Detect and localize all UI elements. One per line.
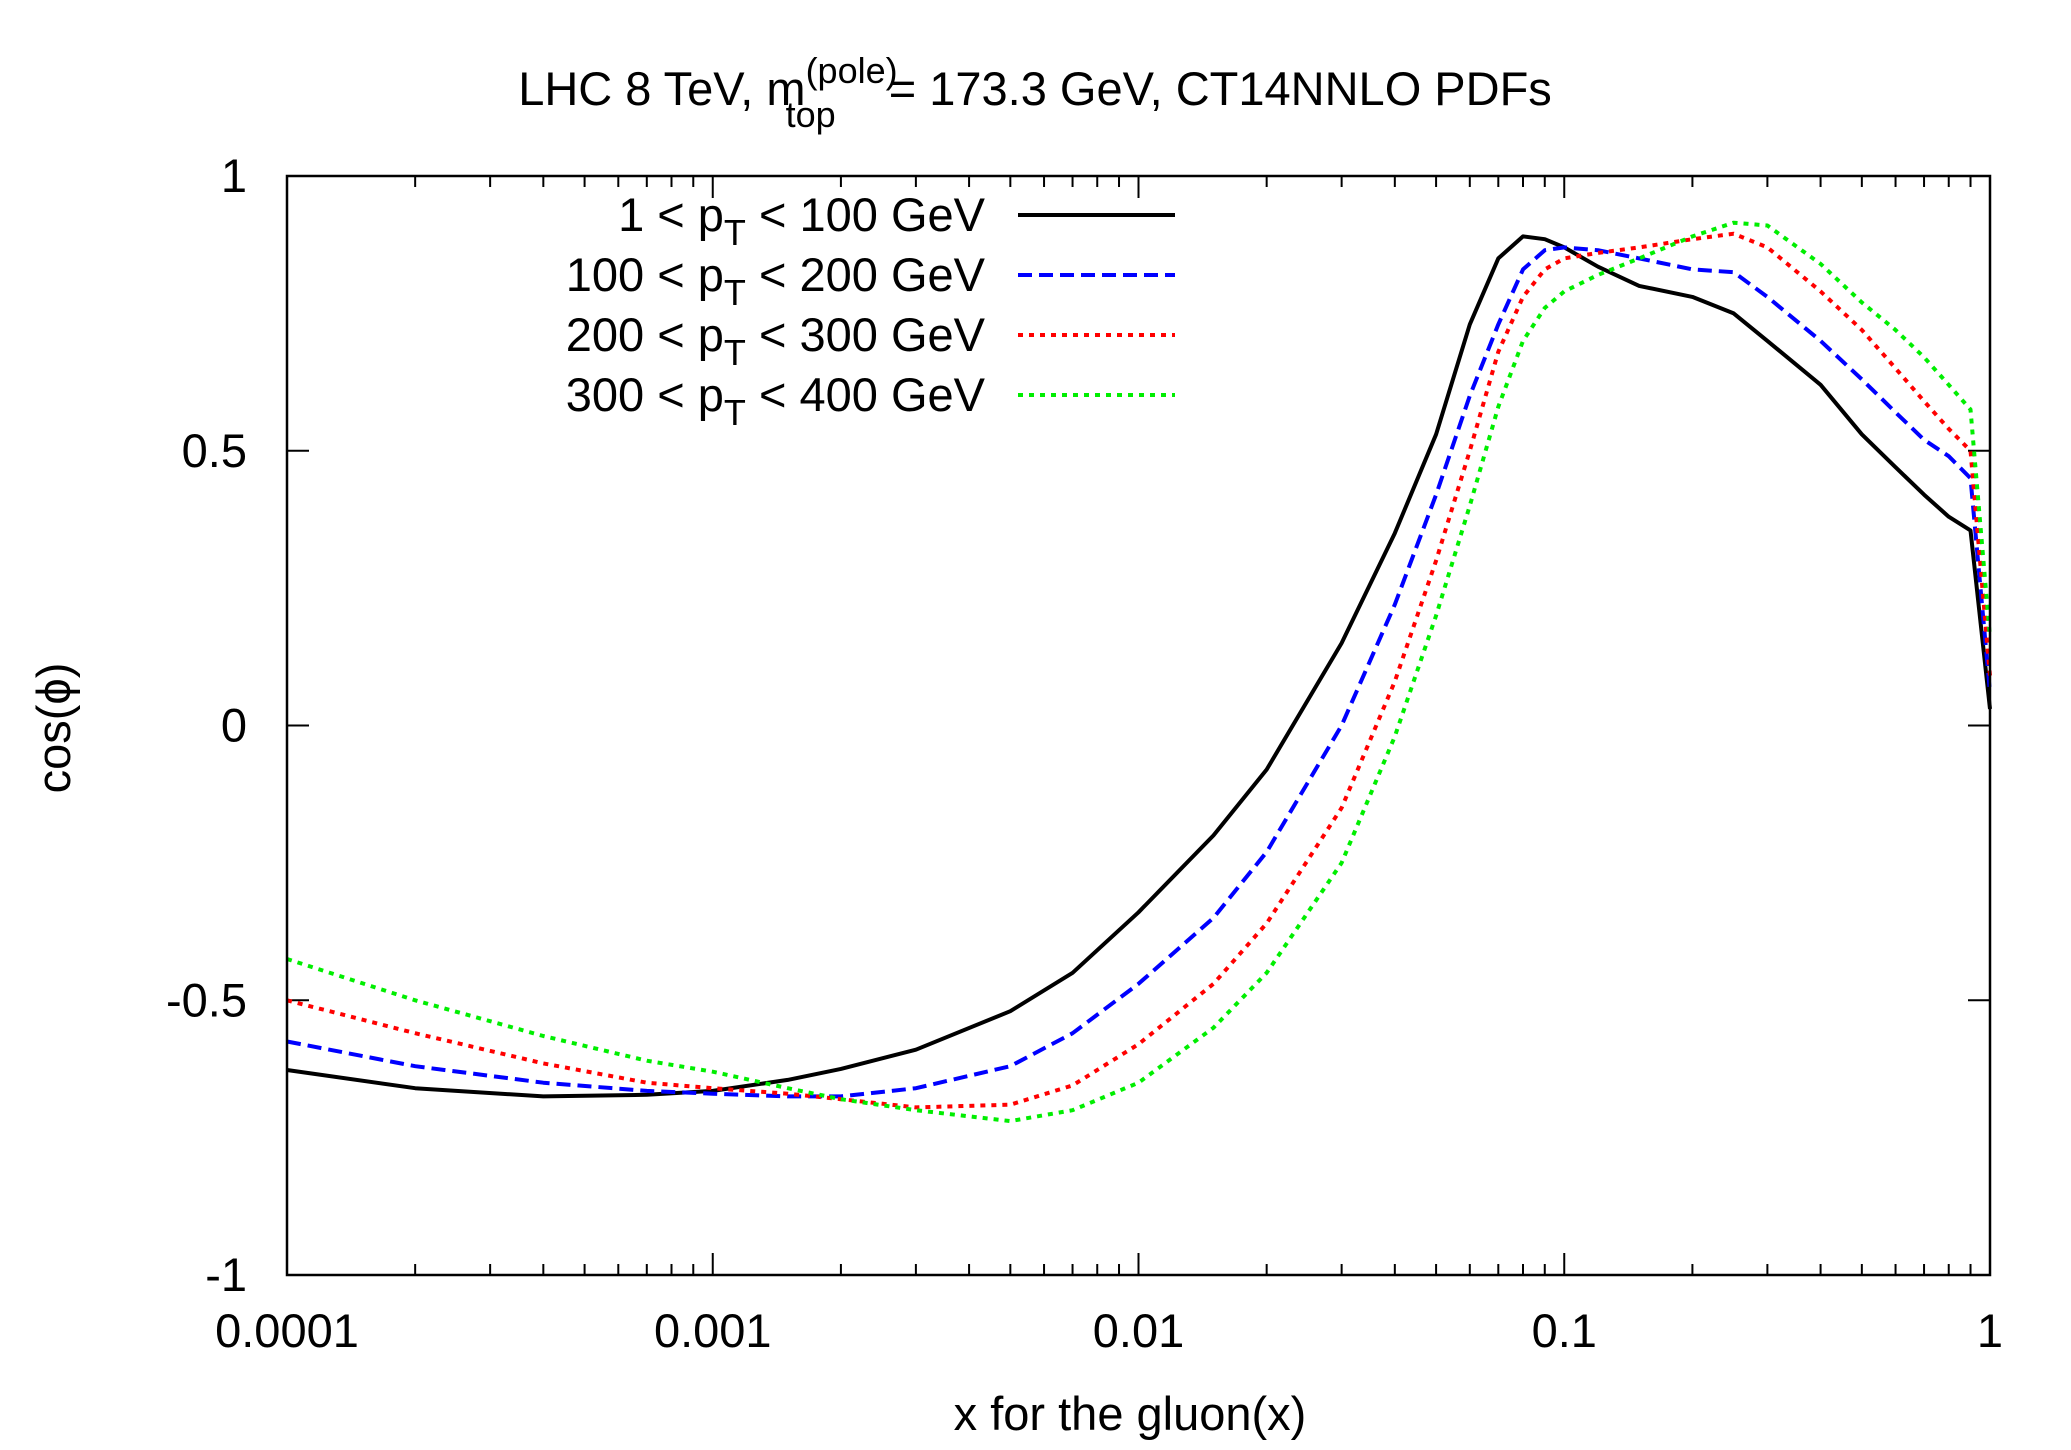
ticks-layer: [286, 175, 1991, 1276]
x-tick-label: 0.1: [1532, 1304, 1597, 1357]
series-layer: [286, 220, 1992, 1124]
x-tick-label: 1: [1977, 1304, 2003, 1357]
legend-label-2: 100 < pT < 200 GeV: [566, 248, 986, 313]
y-tick-label: -1: [205, 1248, 247, 1301]
plot-frame: [285, 174, 1992, 1277]
tick-labels-layer: 0.0001 0.001 0.01 0.1 1 1 0.5 0 -0.5 -1: [166, 149, 2003, 1357]
x-tick-label: 0.001: [654, 1304, 772, 1357]
y-tick-label: 0: [221, 699, 247, 752]
series-line-3: [286, 231, 1992, 1110]
series-line-2: [286, 245, 1992, 1099]
legend-label-4: 300 < pT < 400 GeV: [566, 368, 986, 433]
y-tick-label: -0.5: [166, 973, 247, 1026]
chart-title: LHC 8 TeV, m(pole) top = 173.3 GeV, CT14N…: [518, 50, 1552, 135]
x-tick-label: 0.0001: [215, 1304, 359, 1357]
series-line-4: [286, 220, 1992, 1124]
y-tick-label: 1: [221, 149, 247, 202]
x-axis-title: x for the gluon(x): [954, 1387, 1307, 1440]
series-line-1: [286, 234, 1992, 1099]
legend-label-1: 1 < pT < 100 GeV: [618, 188, 986, 253]
y-axis-title: cos(ϕ): [27, 663, 80, 794]
y-tick-label: 0.5: [182, 424, 247, 477]
x-tick-label: 0.01: [1093, 1304, 1184, 1357]
legend-label-3: 200 < pT < 300 GeV: [566, 308, 986, 373]
